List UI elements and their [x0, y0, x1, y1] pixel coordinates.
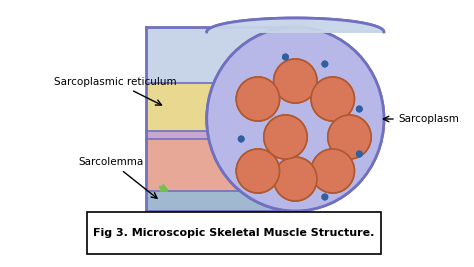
Ellipse shape — [321, 61, 328, 68]
Text: Sarcoplasmic reticulum: Sarcoplasmic reticulum — [54, 77, 177, 105]
Ellipse shape — [264, 115, 307, 159]
Ellipse shape — [236, 149, 280, 193]
Ellipse shape — [238, 135, 245, 143]
Ellipse shape — [356, 151, 363, 158]
FancyBboxPatch shape — [146, 27, 295, 83]
Ellipse shape — [207, 27, 384, 211]
Ellipse shape — [328, 115, 371, 159]
FancyBboxPatch shape — [146, 131, 295, 139]
Ellipse shape — [273, 59, 317, 103]
Ellipse shape — [236, 77, 280, 121]
Polygon shape — [207, 18, 384, 32]
FancyBboxPatch shape — [146, 191, 295, 211]
Ellipse shape — [236, 149, 280, 193]
Ellipse shape — [236, 77, 280, 121]
Ellipse shape — [273, 157, 317, 201]
FancyBboxPatch shape — [87, 212, 381, 254]
Text: Sarcoplasm: Sarcoplasm — [383, 114, 460, 124]
Ellipse shape — [238, 135, 245, 143]
FancyBboxPatch shape — [146, 27, 295, 211]
Text: Fig 3. Microscopic Skeletal Muscle Structure.: Fig 3. Microscopic Skeletal Muscle Struc… — [93, 228, 374, 238]
Ellipse shape — [356, 151, 363, 158]
Ellipse shape — [282, 53, 289, 61]
Ellipse shape — [321, 194, 328, 201]
Ellipse shape — [207, 27, 384, 211]
Ellipse shape — [356, 105, 363, 112]
Text: Sarcolemma: Sarcolemma — [79, 157, 157, 198]
Ellipse shape — [321, 61, 328, 68]
Ellipse shape — [282, 53, 289, 61]
Ellipse shape — [273, 157, 317, 201]
Ellipse shape — [321, 194, 328, 201]
Ellipse shape — [273, 59, 317, 103]
FancyBboxPatch shape — [146, 139, 295, 191]
Ellipse shape — [264, 115, 307, 159]
Ellipse shape — [328, 115, 371, 159]
Ellipse shape — [356, 105, 363, 112]
Ellipse shape — [311, 149, 355, 193]
FancyBboxPatch shape — [146, 83, 295, 131]
Ellipse shape — [311, 77, 355, 121]
Ellipse shape — [311, 77, 355, 121]
Ellipse shape — [311, 149, 355, 193]
